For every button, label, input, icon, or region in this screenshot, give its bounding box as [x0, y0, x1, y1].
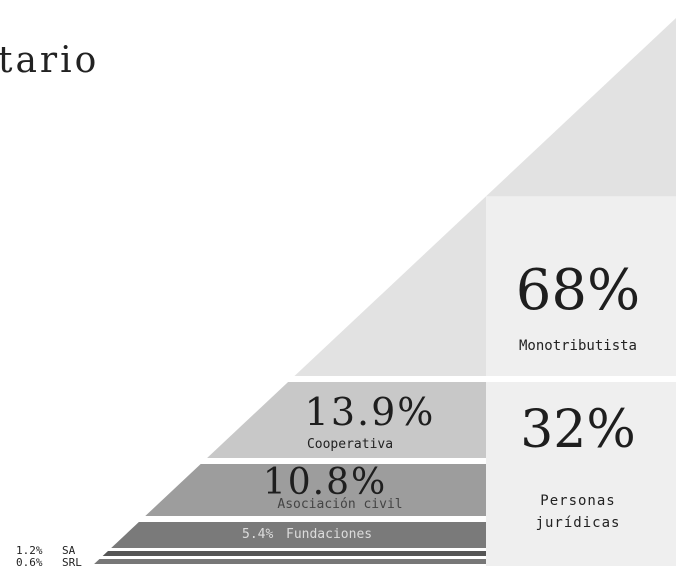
fundaciones-label: Fundaciones: [286, 527, 373, 542]
monotributista-panel: [486, 196, 676, 376]
sa-band: [102, 551, 487, 556]
personas-juridicas-value: 32%: [520, 400, 636, 460]
personas-juridicas-panel: [486, 382, 676, 566]
srl-label: SRL: [62, 556, 82, 569]
cooperativa-value: 13.9%: [304, 390, 436, 434]
sa-label: SA: [62, 544, 76, 557]
fundaciones-value: 5.4%: [242, 527, 274, 542]
asociacion-value: 10.8%: [262, 462, 388, 503]
cooperativa-band: [207, 382, 486, 458]
srl-value: 0.6%: [16, 556, 43, 569]
fundaciones-band: [111, 522, 486, 548]
page-title: tario: [0, 40, 100, 81]
personas-juridicas-label-line2: jurídicas: [535, 515, 621, 531]
asociacion-label: Asociación civil: [277, 497, 403, 512]
personas-juridicas-label-line1: Personas: [540, 493, 616, 509]
cooperativa-label: Cooperativa: [306, 437, 394, 452]
sa-value: 1.2%: [16, 544, 43, 557]
monotributista-value: 68%: [515, 258, 641, 323]
monotributista-label: Monotributista: [518, 338, 637, 354]
asociacion-band: [145, 464, 486, 516]
srl-band: [94, 559, 487, 564]
